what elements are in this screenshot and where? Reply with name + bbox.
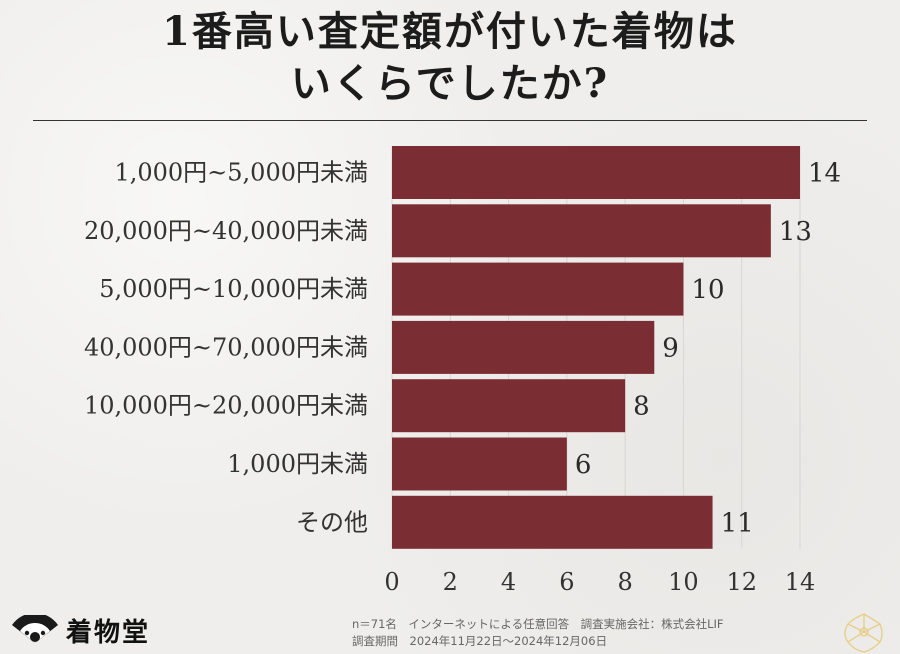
title-line-2: いくらでしたか? bbox=[290, 60, 610, 107]
value-label: 9 bbox=[662, 333, 679, 363]
x-tick-label: 4 bbox=[501, 568, 516, 596]
category-label: 10,000円~20,000円未満 bbox=[84, 392, 368, 420]
bar bbox=[392, 495, 713, 549]
value-label: 11 bbox=[721, 508, 754, 538]
value-labels: 14 13 10 98 6 11 bbox=[575, 159, 841, 539]
page-title: 1番高い査定額が付いた着物は いくらでしたか? bbox=[0, 6, 900, 110]
value-label: 13 bbox=[779, 217, 812, 247]
bar bbox=[392, 379, 626, 433]
fan-logo-icon bbox=[12, 615, 58, 643]
x-axis-ticks: 0 2 4 6 8 10 12 14 bbox=[384, 568, 815, 596]
value-label: 14 bbox=[808, 159, 841, 189]
category-label: 40,000円~70,000円未満 bbox=[84, 333, 368, 361]
category-labels: 1,000円~5,000円未満 20,000円~40,000円未満 5,000円~1… bbox=[84, 159, 368, 537]
category-label: 1,000円未満 bbox=[227, 450, 368, 478]
footnote-line-2: 調査期間 2024年11月22日～2024年12月06日 bbox=[352, 634, 608, 648]
bar bbox=[392, 437, 567, 491]
bar bbox=[392, 262, 684, 316]
category-label: 20,000円~40,000円未満 bbox=[84, 217, 368, 245]
category-label: その他 bbox=[296, 508, 368, 536]
x-tick-label: 0 bbox=[384, 568, 399, 596]
bar bbox=[392, 320, 655, 374]
x-tick-label: 8 bbox=[618, 568, 633, 596]
x-tick-label: 14 bbox=[785, 568, 816, 596]
bars bbox=[392, 146, 800, 549]
bar bbox=[392, 146, 800, 199]
bar bbox=[392, 204, 771, 258]
x-tick-label: 6 bbox=[559, 568, 574, 596]
x-tick-label: 2 bbox=[443, 568, 458, 596]
x-tick-label: 12 bbox=[726, 568, 757, 596]
x-tick-label: 10 bbox=[668, 568, 699, 596]
footnote-line-1: n＝71名 インターネットによる任意回答 調査実施会社：株式会社LIF bbox=[352, 617, 724, 631]
corner-flower-decoration bbox=[844, 613, 883, 653]
category-label: 5,000円~10,000円未満 bbox=[99, 275, 368, 303]
value-label: 10 bbox=[691, 275, 724, 305]
value-label: 8 bbox=[633, 392, 650, 422]
category-label: 1,000円~5,000円未満 bbox=[114, 159, 368, 187]
brand-logo: 着物堂 bbox=[10, 612, 150, 648]
value-label: 6 bbox=[575, 450, 592, 480]
title-line-1: 1番高い査定額が付いた着物は bbox=[162, 8, 738, 55]
brand-name: 着物堂 bbox=[66, 617, 151, 648]
title-divider bbox=[33, 120, 867, 121]
survey-footnote: n＝71名 インターネットによる任意回答 調査実施会社：株式会社LIF 調査期間… bbox=[352, 616, 724, 650]
